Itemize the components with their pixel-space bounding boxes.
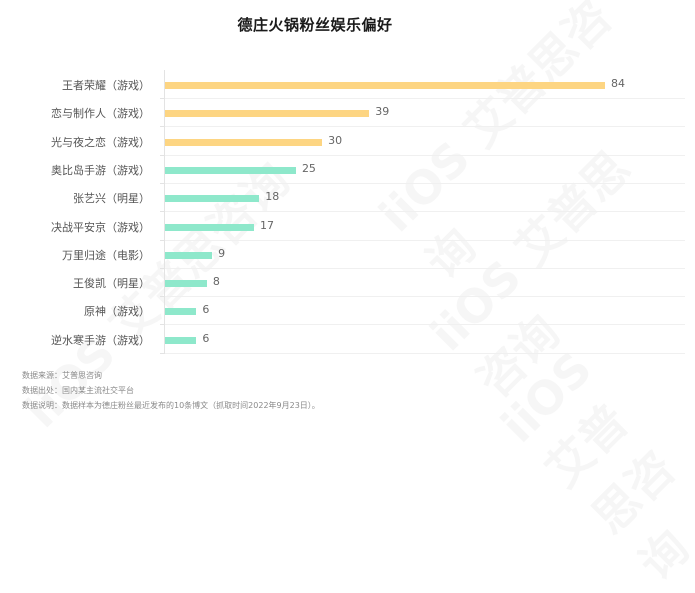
value-label: 6 <box>202 331 210 345</box>
chart-row: 张艺兴（明星） 18 <box>0 184 695 213</box>
value-label: 84 <box>611 77 625 90</box>
bar-chart: 王者荣耀（游戏） 84 恋与制作人（游戏） 39 光与夜之恋（游戏） 30 奥比岛手游（游戏… <box>0 70 695 355</box>
bar <box>165 195 260 203</box>
bar <box>165 223 255 231</box>
gridline <box>160 211 685 213</box>
value-label: 39 <box>375 105 390 119</box>
gridline <box>160 296 685 298</box>
category-label: 恋与制作人（游戏） <box>51 107 150 121</box>
bar <box>165 82 605 89</box>
axis-tick <box>160 126 165 128</box>
value-label: 25 <box>301 161 316 175</box>
bar <box>165 138 323 146</box>
note-description: 数据说明：数据样本为德庄粉丝最近发布的10条博文（抓取时间2022年9月23日）… <box>22 401 320 410</box>
chart-row: 王俊凯（明星） 8 <box>0 269 695 298</box>
note-source: 数据来源：艾普思咨询 <box>22 371 102 380</box>
chart-row: 奥比岛手游（游戏） 25 <box>0 156 695 184</box>
chart-row: 光与夜之恋（游戏） 30 <box>0 128 695 156</box>
bar <box>165 251 213 259</box>
gridline <box>160 267 685 269</box>
gridline <box>160 126 685 128</box>
chart-row: 决战平安京（游戏） 17 <box>0 213 695 241</box>
axis-tick <box>160 98 165 99</box>
chart-row: 恋与制作人（游戏） 39 <box>0 99 695 128</box>
category-label: 光与夜之恋（游戏） <box>51 135 150 149</box>
gridline <box>160 182 685 184</box>
note-origin: 数据出处：国内某主流社交平台 <box>22 386 134 395</box>
axis-tick <box>160 352 165 354</box>
bar <box>165 336 197 344</box>
axis-tick <box>160 239 165 241</box>
value-label: 9 <box>218 246 226 260</box>
axis-tick <box>160 154 165 156</box>
category-label: 万里归途（电影） <box>62 248 150 262</box>
value-label: 17 <box>260 218 275 232</box>
gridline <box>160 154 685 156</box>
value-label: 30 <box>328 133 343 147</box>
axis-tick <box>160 296 165 298</box>
bar <box>165 308 197 316</box>
chart-row: 逆水寒手游（游戏） 6 <box>0 326 695 354</box>
bar <box>165 110 370 118</box>
value-label: 18 <box>265 190 280 204</box>
bar <box>165 280 207 288</box>
category-label: 王者荣耀（游戏） <box>62 79 150 92</box>
axis-tick <box>160 324 165 326</box>
chart-row: 万里归途（电影） 9 <box>0 241 695 269</box>
category-label: 决战平安京（游戏） <box>51 220 150 234</box>
chart-row: 原神（游戏） 6 <box>0 297 695 326</box>
watermark: iiOS 艾普思咨询 <box>491 319 695 593</box>
chart-row: 王者荣耀（游戏） 84 <box>0 71 695 99</box>
gridline <box>160 98 685 99</box>
gridline <box>160 352 685 354</box>
value-label: 8 <box>212 275 220 289</box>
category-label: 张艺兴（明星） <box>73 192 150 206</box>
axis-tick <box>160 267 165 269</box>
bar <box>165 166 296 174</box>
category-label: 奥比岛手游（游戏） <box>51 163 150 177</box>
category-label: 逆水寒手游（游戏） <box>51 333 150 347</box>
value-label: 6 <box>202 303 210 317</box>
gridline <box>160 324 685 326</box>
chart-notes: 数据来源：艾普思咨询 数据出处：国内某主流社交平台 数据说明：数据样本为德庄粉丝… <box>22 368 320 413</box>
axis-tick <box>160 182 165 184</box>
axis-tick <box>160 211 165 213</box>
gridline <box>160 239 685 241</box>
chart-title: 德庄火锅粉丝娱乐偏好 <box>237 16 393 34</box>
category-label: 原神（游戏） <box>84 305 150 319</box>
category-label: 王俊凯（明星） <box>73 277 150 291</box>
